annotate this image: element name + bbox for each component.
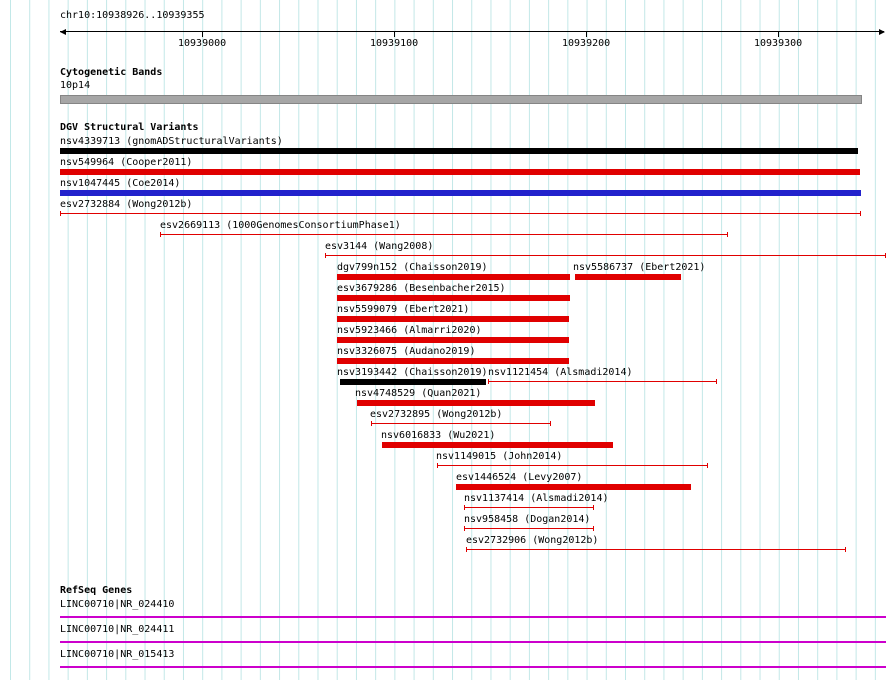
gene-label[interactable]: LINC00710|NR_024410 [60, 599, 175, 610]
variant-bar[interactable] [575, 274, 681, 280]
ruler-right-arrow-icon [879, 29, 885, 35]
variant-label[interactable]: esv1446524 (Levy2007) [456, 472, 583, 483]
variant-label[interactable]: nsv549964 (Cooper2011) [60, 157, 193, 168]
gene-line[interactable] [60, 666, 886, 668]
dgv-structural-variants-header: DGV Structural Variants [60, 122, 199, 133]
variant-label[interactable]: esv3144 (Wang2008) [325, 241, 434, 252]
variant-range-bar[interactable] [60, 211, 861, 216]
ruler-tick-label: 10939300 [754, 38, 803, 49]
variant-bar[interactable] [337, 295, 570, 301]
variant-range-bar[interactable] [464, 505, 594, 510]
variant-label[interactable]: nsv1047445 (Coe2014) [60, 178, 181, 189]
variant-bar[interactable] [382, 442, 613, 448]
cytoband-name: 10p14 [60, 80, 91, 91]
variant-range-bar[interactable] [371, 421, 551, 426]
variant-label[interactable]: esv2732884 (Wong2012b) [60, 199, 193, 210]
variant-label[interactable]: nsv5599079 (Ebert2021) [337, 304, 470, 315]
variant-label[interactable]: dgv799n152 (Chaisson2019) [337, 262, 488, 273]
refseq-genes-header: RefSeq Genes [60, 585, 133, 596]
variant-label[interactable]: nsv1121454 (Alsmadi2014) [488, 367, 633, 378]
variant-bar[interactable] [337, 358, 569, 364]
variant-label[interactable]: nsv1137414 (Alsmadi2014) [464, 493, 609, 504]
variant-bar[interactable] [337, 337, 569, 343]
region-title: chr10:10938926..10939355 [60, 10, 205, 21]
variant-range-bar[interactable] [466, 547, 846, 552]
variant-bar[interactable] [60, 169, 860, 175]
gene-line[interactable] [60, 641, 886, 643]
variant-bar[interactable] [340, 379, 486, 385]
ruler-line [60, 31, 884, 32]
variant-label[interactable]: nsv3193442 (Chaisson2019) [337, 367, 488, 378]
cytoband-bar [60, 95, 862, 104]
variant-label[interactable]: esv2669113 (1000GenomesConsortiumPhase1) [160, 220, 401, 231]
variant-label[interactable]: nsv5586737 (Ebert2021) [573, 262, 706, 273]
gene-line[interactable] [60, 616, 886, 618]
variant-label[interactable]: nsv6016833 (Wu2021) [381, 430, 496, 441]
variant-label[interactable]: esv2732906 (Wong2012b) [466, 535, 599, 546]
variant-range-bar[interactable] [464, 526, 594, 531]
gene-label[interactable]: LINC00710|NR_015413 [60, 649, 175, 660]
variant-label[interactable]: nsv1149015 (John2014) [436, 451, 563, 462]
variant-label[interactable]: nsv3326075 (Audano2019) [337, 346, 476, 357]
variant-bar[interactable] [60, 148, 858, 154]
variant-bar[interactable] [456, 484, 691, 490]
variant-label[interactable]: nsv958458 (Dogan2014) [464, 514, 591, 525]
ruler-left-arrow-icon [60, 29, 66, 35]
ruler-tick-label: 10939000 [178, 38, 227, 49]
variant-bar[interactable] [337, 274, 570, 280]
ruler-tick [202, 32, 203, 37]
ruler-tick [586, 32, 587, 37]
variant-label[interactable]: nsv4339713 (gnomADStructuralVariants) [60, 136, 283, 147]
ruler-tick [394, 32, 395, 37]
variant-label[interactable]: nsv5923466 (Almarri2020) [337, 325, 482, 336]
variant-range-bar[interactable] [437, 463, 708, 468]
ruler-tick-label: 10939200 [562, 38, 611, 49]
cytogenetic-bands-header: Cytogenetic Bands [60, 67, 163, 78]
variant-label[interactable]: esv2732895 (Wong2012b) [370, 409, 503, 420]
variant-bar[interactable] [337, 316, 569, 322]
variant-range-bar[interactable] [488, 379, 717, 384]
variant-range-bar[interactable] [325, 253, 886, 258]
variant-range-bar[interactable] [160, 232, 728, 237]
ruler-tick-label: 10939100 [370, 38, 419, 49]
variant-label[interactable]: nsv4748529 (Quan2021) [355, 388, 482, 399]
ruler-tick [778, 32, 779, 37]
variant-label[interactable]: esv3679286 (Besenbacher2015) [337, 283, 506, 294]
variant-bar[interactable] [357, 400, 595, 406]
variant-bar[interactable] [60, 190, 861, 196]
gene-label[interactable]: LINC00710|NR_024411 [60, 624, 175, 635]
